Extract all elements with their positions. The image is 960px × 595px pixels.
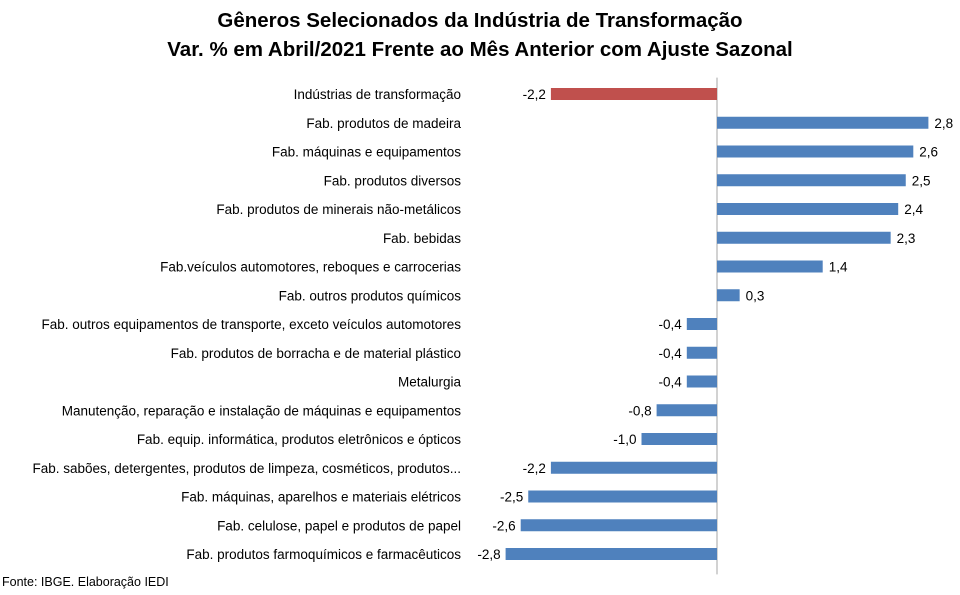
bar xyxy=(717,203,899,215)
category-label: Fab. celulose, papel e produtos de papel xyxy=(217,518,461,533)
bar xyxy=(686,318,717,330)
value-label: 2,4 xyxy=(904,202,923,217)
chart-title-line-2: Var. % em Abril/2021 Frente ao Mês Anter… xyxy=(167,38,793,61)
category-label: Metalurgia xyxy=(398,375,462,390)
category-label: Fab. bebidas xyxy=(383,231,461,246)
value-label: -1,0 xyxy=(613,432,636,447)
value-label: 2,5 xyxy=(912,173,931,188)
category-label: Manutenção, reparação e instalação de má… xyxy=(62,403,462,418)
value-label: -0,4 xyxy=(659,375,683,390)
bar xyxy=(550,88,717,100)
bar xyxy=(717,174,906,187)
bar xyxy=(717,116,929,129)
value-label: -2,2 xyxy=(523,87,546,102)
value-label: 0,3 xyxy=(746,288,765,303)
value-label: 2,6 xyxy=(919,145,938,160)
value-label: -0,8 xyxy=(628,403,651,418)
value-label: -2,2 xyxy=(523,461,546,476)
bar xyxy=(717,260,823,273)
value-label: 2,3 xyxy=(897,231,916,246)
category-label: Fab. produtos diversos xyxy=(324,173,462,188)
value-label: 2,8 xyxy=(934,116,953,131)
bar xyxy=(520,519,717,532)
bar xyxy=(505,548,717,560)
category-label: Fab. outros equipamentos de transporte, … xyxy=(42,317,462,332)
category-label: Fab. máquinas e equipamentos xyxy=(272,145,461,160)
source-note: Fonte: IBGE. Elaboração IEDI xyxy=(2,575,169,589)
bar xyxy=(717,231,891,244)
value-label: -0,4 xyxy=(659,317,683,332)
category-label: Fab. outros produtos químicos xyxy=(279,288,462,303)
value-label: -2,5 xyxy=(500,490,523,505)
category-label: Fab. equip. informática, produtos eletrô… xyxy=(137,432,461,447)
category-label: Fab. máquinas, aparelhos e materiais elé… xyxy=(181,490,461,505)
bar xyxy=(641,433,717,445)
category-label: Fab. produtos farmoquímicos e farmacêuti… xyxy=(186,547,461,562)
value-label: -2,8 xyxy=(477,547,500,562)
category-label: Fab. produtos de madeira xyxy=(306,116,461,131)
bar xyxy=(686,346,717,359)
value-label: -2,6 xyxy=(492,518,515,533)
bar-chart-plot: Indústrias de transformação -2,2 Fab. prod… xyxy=(33,77,953,575)
bar xyxy=(717,145,914,158)
category-label: Fab.veículos automotores, reboques e car… xyxy=(160,260,461,275)
bar xyxy=(550,461,717,474)
chart-title: Gêneros Selecionados da Indústria de Tra… xyxy=(0,6,960,64)
category-label: Indústrias de transformação xyxy=(294,87,461,102)
bar xyxy=(686,375,717,388)
bar xyxy=(528,490,717,503)
bar xyxy=(656,404,717,417)
category-label: Fab. produtos de borracha e de material … xyxy=(171,346,461,361)
category-label: Fab. sabões, detergentes, produtos de li… xyxy=(33,461,462,476)
value-label: -0,4 xyxy=(659,346,683,361)
value-label: 1,4 xyxy=(829,260,848,275)
category-label: Fab. produtos de minerais não-metálicos xyxy=(216,202,461,217)
chart-title-line-1: Gêneros Selecionados da Indústria de Tra… xyxy=(217,9,743,32)
bar xyxy=(717,289,740,302)
